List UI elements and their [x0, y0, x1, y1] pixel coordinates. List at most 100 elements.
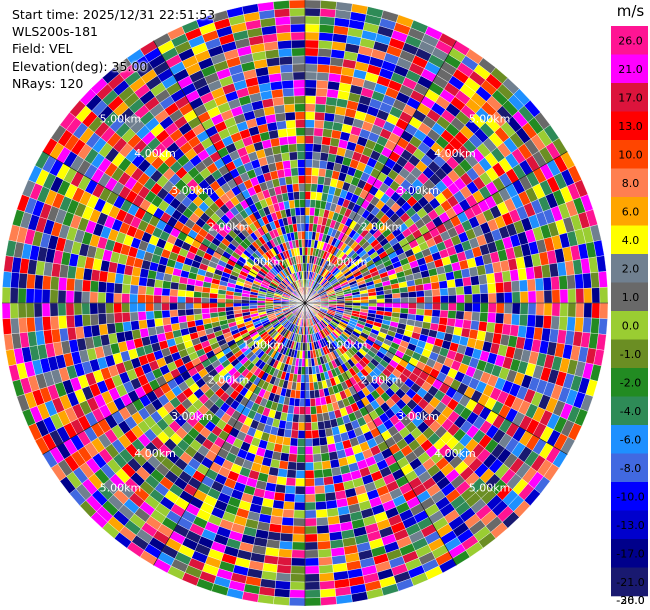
- velocity-gate: [317, 548, 332, 558]
- velocity-gate: [316, 524, 330, 535]
- velocity-gate: [98, 323, 109, 336]
- velocity-gate: [185, 308, 195, 316]
- velocity-gate: [432, 295, 441, 304]
- velocity-gate: [273, 491, 286, 502]
- velocity-gate: [293, 87, 306, 97]
- velocity-gate: [97, 281, 107, 293]
- velocity-gate: [376, 298, 385, 304]
- velocity-gate: [289, 437, 299, 447]
- velocity-gate: [300, 215, 306, 224]
- velocity-gate: [485, 272, 496, 284]
- velocity-gate: [137, 302, 146, 312]
- velocity-gate: [281, 444, 291, 454]
- velocity-gate: [277, 556, 292, 566]
- velocity-gate: [288, 0, 306, 9]
- velocity-gate: [297, 159, 306, 168]
- velocity-gate: [591, 302, 601, 319]
- velocity-gate: [299, 390, 306, 399]
- velocity-gate: [575, 302, 585, 318]
- velocity-gate: [304, 597, 322, 607]
- velocity-gate: [304, 71, 318, 81]
- velocity-gate: [446, 317, 456, 327]
- velocity-gate: [518, 314, 529, 327]
- velocity-gate: [318, 564, 334, 574]
- velocity-gate: [446, 279, 456, 289]
- velocity-gate: [297, 167, 306, 176]
- velocity-gate: [299, 207, 306, 216]
- velocity-gate: [277, 468, 288, 478]
- velocity-gate: [464, 294, 473, 304]
- velocity-gate: [527, 302, 537, 316]
- colorbar-tick-label: -8.0: [620, 462, 641, 475]
- velocity-gate: [153, 302, 162, 312]
- velocity-gate: [177, 296, 186, 304]
- velocity-gate: [319, 588, 336, 598]
- colorbar-unit-label: m/s: [617, 2, 645, 20]
- velocity-gate: [105, 312, 115, 324]
- velocity-gate: [599, 302, 609, 320]
- velocity-gate: [304, 119, 315, 128]
- velocity-gate: [304, 47, 319, 57]
- range-ring-label: 4.00km: [134, 147, 176, 160]
- velocity-gate: [304, 541, 319, 551]
- velocity-gate: [447, 287, 457, 296]
- velocity-gate: [313, 469, 324, 479]
- velocity-gate: [495, 292, 505, 304]
- colorbar-tick-label: -10.0: [616, 490, 644, 503]
- velocity-gate: [10, 317, 20, 334]
- velocity-gate: [315, 95, 327, 105]
- velocity-gate: [314, 111, 326, 121]
- velocity-gate: [304, 103, 316, 113]
- velocity-gate: [291, 39, 306, 49]
- velocity-gate: [225, 298, 234, 304]
- velocity-gate: [551, 289, 561, 304]
- velocity-gate: [456, 302, 465, 312]
- velocity-gate: [471, 311, 481, 322]
- velocity-gate: [289, 15, 306, 25]
- velocity-gate: [304, 414, 312, 423]
- velocity-gate: [280, 71, 294, 82]
- velocity-gate: [315, 501, 327, 511]
- velocity-gate: [327, 443, 337, 453]
- velocity-gate: [277, 40, 292, 50]
- start-time-text: Start time: 2025/12/31 22:51:53: [12, 7, 216, 22]
- velocity-gate: [313, 135, 323, 145]
- velocity-gate: [153, 310, 163, 319]
- velocity-gate: [113, 282, 123, 294]
- velocity-gate: [294, 485, 306, 495]
- velocity-gate: [485, 322, 496, 334]
- velocity-gate: [308, 366, 313, 375]
- velocity-gate: [286, 469, 297, 479]
- velocity-gate: [416, 296, 425, 304]
- velocity-gate: [57, 289, 67, 304]
- velocity-gate: [480, 302, 489, 313]
- velocity-gate: [407, 291, 417, 298]
- velocity-gate: [285, 119, 296, 129]
- velocity-gate: [431, 288, 441, 297]
- velocity-gate: [308, 374, 314, 383]
- velocity-gate: [501, 323, 512, 336]
- velocity-gate: [161, 302, 170, 311]
- velocity-gate: [511, 302, 521, 315]
- velocity-gate: [295, 470, 306, 479]
- range-ring-label: 3.00km: [397, 184, 439, 197]
- velocity-gate: [542, 315, 552, 329]
- velocity-gate: [324, 483, 336, 494]
- velocity-gate: [283, 95, 295, 105]
- velocity-gate: [274, 160, 285, 171]
- velocity-gate: [304, 215, 310, 224]
- velocity-gate: [283, 168, 292, 178]
- velocity-gate: [294, 493, 306, 503]
- velocity-gate: [321, 460, 332, 470]
- velocity-gate: [291, 55, 306, 65]
- velocity-gate: [153, 287, 163, 296]
- velocity-gate: [2, 318, 12, 335]
- velocity-gate: [304, 191, 311, 200]
- velocity-gate: [304, 581, 321, 591]
- velocity-gate: [304, 223, 310, 232]
- velocity-gate: [304, 525, 318, 535]
- velocity-gate: [304, 589, 321, 599]
- colorbar-tick-label: 0.0: [622, 319, 640, 332]
- velocity-gate: [302, 262, 306, 272]
- velocity-gate: [129, 284, 139, 295]
